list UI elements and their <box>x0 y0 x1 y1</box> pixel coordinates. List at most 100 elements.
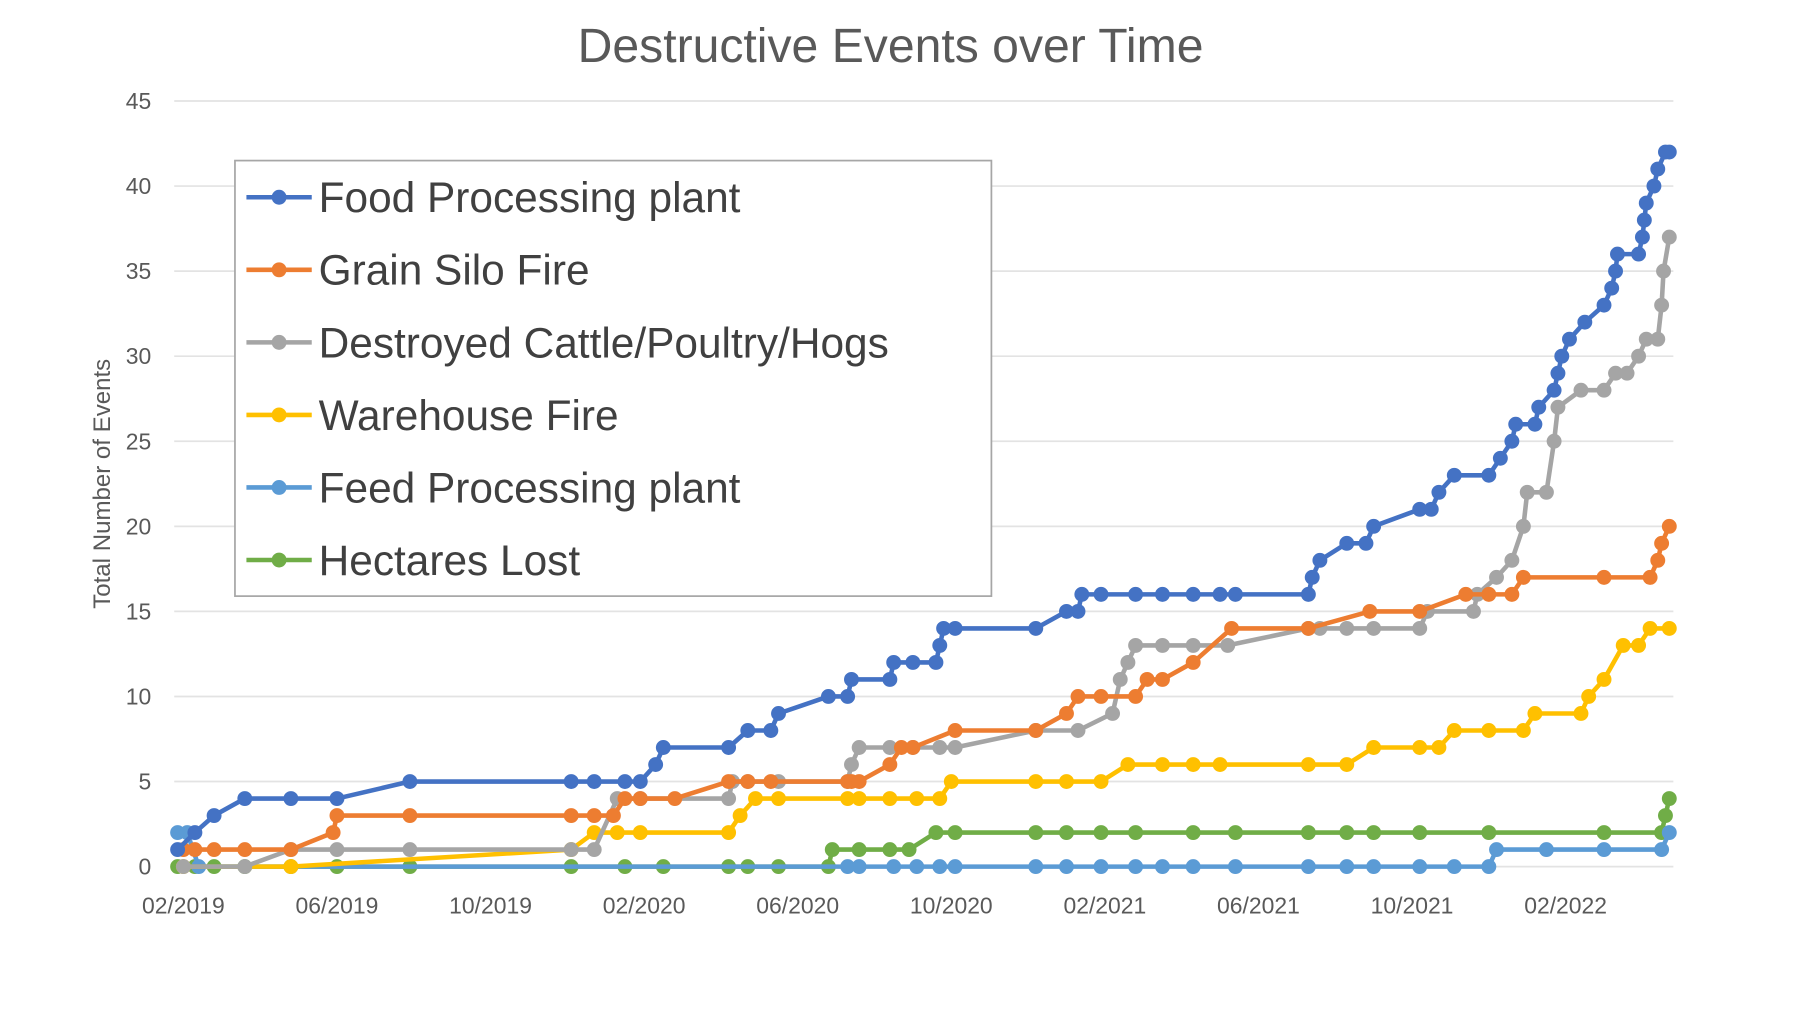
data-point <box>943 774 959 789</box>
data-point <box>1654 535 1670 551</box>
data-point <box>1642 620 1658 636</box>
data-point <box>1446 467 1462 483</box>
data-point <box>1412 859 1428 875</box>
data-point <box>1300 825 1316 841</box>
data-point <box>1366 859 1382 875</box>
y-tick-label: 5 <box>139 769 152 795</box>
data-point <box>1489 569 1504 585</box>
data-point <box>1412 825 1428 841</box>
data-point <box>905 654 921 670</box>
data-point <box>1128 637 1144 653</box>
legend-item: Destroyed Cattle/Poultry/Hogs <box>246 319 889 366</box>
series-feed-processing-plant <box>170 825 1677 875</box>
chart-title: Destructive Events over Time <box>578 19 1204 73</box>
data-point <box>1339 825 1355 841</box>
x-tick-label: 06/2020 <box>756 893 839 919</box>
legend-item: Warehouse Fire <box>246 392 619 439</box>
data-point <box>1577 314 1593 330</box>
data-point <box>1504 433 1520 449</box>
x-tick-label: 02/2019 <box>142 893 225 919</box>
data-point <box>609 825 625 841</box>
legend-box <box>234 159 993 597</box>
data-point <box>237 859 253 875</box>
data-point <box>1366 825 1382 841</box>
data-point <box>237 791 253 807</box>
data-point <box>844 757 859 772</box>
data-point <box>851 842 867 858</box>
data-point <box>1661 791 1677 807</box>
data-point <box>187 825 203 841</box>
data-point <box>1139 672 1155 687</box>
data-point <box>1185 637 1201 653</box>
data-point <box>1554 348 1570 364</box>
data-point <box>1423 501 1439 517</box>
data-point <box>1227 586 1243 602</box>
data-point <box>1596 672 1612 687</box>
data-point <box>721 774 737 789</box>
data-point <box>1212 586 1228 602</box>
x-tick-labels: 02/2019 06/2019 10/2019 02/2020 06/2020 10/20… <box>142 893 1607 919</box>
data-point <box>932 637 948 653</box>
data-point <box>329 791 345 807</box>
data-point <box>1661 825 1677 841</box>
data-point <box>1300 620 1316 636</box>
data-point <box>1638 331 1654 347</box>
data-point <box>1412 620 1428 636</box>
data-point <box>1596 825 1612 841</box>
data-point <box>617 791 633 807</box>
data-point <box>947 825 963 841</box>
data-point <box>851 774 867 789</box>
data-point <box>1638 195 1654 211</box>
data-point <box>1185 586 1201 602</box>
data-point <box>840 791 856 807</box>
data-point <box>1093 859 1109 875</box>
data-point <box>1661 620 1677 636</box>
data-point <box>1185 757 1201 772</box>
data-point <box>1185 825 1201 841</box>
data-point <box>1412 603 1428 619</box>
data-point <box>1636 212 1652 228</box>
data-point <box>740 723 756 738</box>
data-point <box>1128 859 1144 875</box>
data-point <box>1661 144 1677 160</box>
data-point <box>1608 365 1623 381</box>
data-point <box>1059 859 1074 875</box>
data-point <box>1631 348 1647 364</box>
data-point <box>1059 825 1074 841</box>
legend-marker-icon <box>271 407 287 423</box>
legend-marker-icon <box>271 262 287 278</box>
data-point <box>632 774 648 789</box>
legend-label: Destroyed Cattle/Poultry/Hogs <box>319 319 889 366</box>
data-point <box>1650 331 1666 347</box>
data-point <box>820 689 836 704</box>
data-point <box>1212 757 1228 772</box>
y-tick-label: 25 <box>126 428 151 454</box>
data-point <box>1300 757 1316 772</box>
data-point <box>586 842 602 858</box>
data-point <box>882 740 898 755</box>
data-point <box>771 791 786 807</box>
data-point <box>1634 229 1650 245</box>
data-point <box>1105 706 1121 721</box>
x-tick-label: 02/2020 <box>603 893 686 919</box>
data-point <box>402 808 418 824</box>
data-point <box>1481 859 1497 875</box>
data-point <box>1656 263 1671 279</box>
data-point <box>1581 689 1597 704</box>
data-point <box>605 808 621 824</box>
data-point <box>1481 467 1497 483</box>
data-point <box>632 791 648 807</box>
data-point <box>928 825 944 841</box>
y-tick-label: 10 <box>126 683 151 709</box>
data-point <box>851 859 867 875</box>
data-point <box>1481 586 1497 602</box>
y-axis-label: Total Number of Events <box>89 359 116 609</box>
data-point <box>1504 552 1520 568</box>
data-point <box>851 791 867 807</box>
data-point <box>1155 672 1170 687</box>
data-point <box>1339 535 1355 551</box>
data-point <box>882 757 898 772</box>
data-point <box>1366 518 1382 534</box>
data-point <box>1550 399 1566 415</box>
data-point <box>1481 825 1497 841</box>
